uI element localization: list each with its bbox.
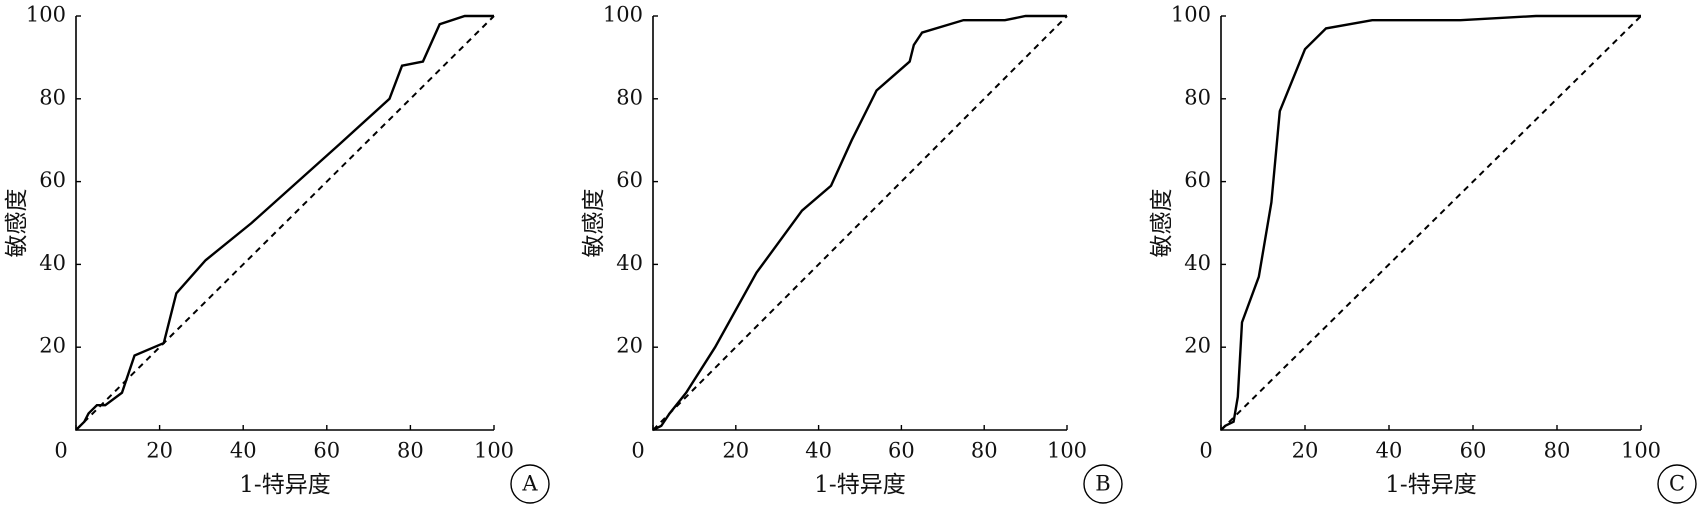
y-tick-label: 40 (1184, 251, 1211, 275)
y-tick-label: 20 (616, 334, 643, 358)
y-tick-label: 100 (603, 3, 643, 27)
x-tick-label: 100 (1047, 439, 1087, 463)
reference-line (75, 15, 495, 431)
y-tick-label: 40 (616, 251, 643, 275)
x-tick-label: 20 (1292, 439, 1319, 463)
panel-label-circle (510, 464, 550, 504)
x-tick-label: 40 (230, 439, 257, 463)
x-axis-label: 1-特异度 (814, 472, 905, 498)
x-tick-label: 80 (397, 439, 424, 463)
panel-label-circle (1657, 464, 1697, 504)
y-tick-label: 60 (39, 168, 66, 192)
x-tick-label: 80 (971, 439, 998, 463)
panel: 20 40 60 80 100 0 20 40 60 80 100 1-特异度 敏感度 A (4, 3, 550, 504)
x-tick-label: 80 (1544, 439, 1571, 463)
y-tick-label: 100 (26, 3, 66, 27)
x-axis-label: 1-特异度 (239, 472, 330, 498)
roc-curve (652, 14, 1067, 432)
y-tick-label: 40 (39, 251, 66, 275)
y-tick-label: 20 (1184, 334, 1211, 358)
panel-label: C (1669, 472, 1685, 496)
x-tick-label: 100 (1621, 439, 1661, 463)
x-tick-label: 0 (54, 439, 67, 463)
y-tick-label: 60 (616, 168, 643, 192)
x-tick-label: 20 (146, 439, 173, 463)
y-tick-label: 80 (616, 85, 643, 109)
panel: 20 40 60 80 100 0 20 40 60 80 100 1-特异度 敏感度 C (1149, 3, 1697, 504)
panel: 20 40 60 80 100 0 20 40 60 80 100 1-特异度 敏感度 B (581, 3, 1123, 504)
y-axis-label: 敏感度 (4, 189, 30, 258)
x-tick-label: 20 (722, 439, 749, 463)
y-tick-label: 100 (1171, 3, 1211, 27)
reference-line (1220, 15, 1642, 431)
y-axis-label: 敏感度 (1149, 189, 1175, 258)
y-tick-label: 20 (39, 334, 66, 358)
x-tick-label: 40 (805, 439, 832, 463)
x-tick-label: 60 (1460, 439, 1487, 463)
panel-label: A (521, 472, 538, 496)
x-tick-label: 0 (1199, 439, 1212, 463)
y-tick-label: 80 (1184, 85, 1211, 109)
x-axis-label: 1-特异度 (1385, 472, 1476, 498)
roc-curve (1220, 14, 1641, 431)
roc-curve (75, 14, 494, 431)
y-tick-label: 60 (1184, 168, 1211, 192)
reference-line (652, 15, 1068, 431)
x-tick-label: 60 (313, 439, 340, 463)
panel-label-circle (1083, 464, 1123, 504)
panel-label: B (1095, 472, 1110, 496)
x-tick-label: 40 (1376, 439, 1403, 463)
y-axis-label: 敏感度 (581, 189, 607, 258)
x-tick-label: 100 (474, 439, 514, 463)
x-tick-label: 60 (888, 439, 915, 463)
x-tick-label: 0 (631, 439, 644, 463)
y-tick-label: 80 (39, 85, 66, 109)
